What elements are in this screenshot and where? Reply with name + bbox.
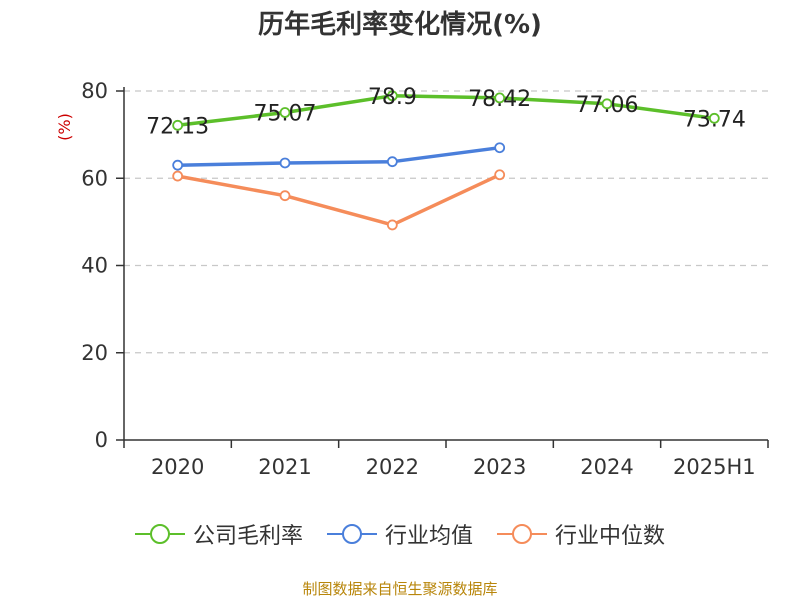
- legend-item[interactable]: 行业均值: [326, 518, 473, 550]
- data-point: [279, 190, 291, 202]
- data-label: 77.06: [576, 93, 639, 118]
- legend-label: 行业均值: [384, 524, 473, 549]
- series-line-2: [177, 173, 501, 227]
- data-point: [386, 156, 398, 168]
- data-point: [386, 90, 398, 102]
- legend-marker: [497, 524, 547, 544]
- data-point: [172, 159, 184, 171]
- legend-label: 公司毛利率: [192, 524, 303, 549]
- legend: 公司毛利率 行业均值 行业中位数: [0, 518, 800, 550]
- data-label: 78.42: [468, 87, 531, 112]
- legend-item[interactable]: 公司毛利率: [134, 518, 303, 550]
- data-point: [494, 169, 506, 181]
- y-tick-label: 0: [95, 428, 108, 452]
- x-tick-label: 2025H1: [673, 455, 756, 479]
- data-point: [494, 92, 506, 104]
- legend-item[interactable]: 行业中位数: [497, 518, 665, 550]
- x-tick-label: 2023: [473, 455, 526, 479]
- x-tick-label: 2020: [151, 455, 204, 479]
- data-point: [601, 98, 613, 110]
- y-tick-label: 40: [81, 254, 108, 278]
- series-line-1: [177, 145, 500, 167]
- data-label: 73.74: [683, 107, 746, 132]
- data-point: [279, 107, 291, 118]
- y-axis-label: (%): [55, 113, 74, 141]
- legend-label: 行业中位数: [555, 524, 666, 549]
- data-point: [172, 170, 184, 182]
- data-point: [172, 119, 184, 131]
- y-tick-label: 80: [81, 79, 108, 103]
- x-tick-label: 2021: [258, 455, 311, 479]
- data-point: [494, 142, 506, 154]
- legend-marker: [134, 524, 185, 544]
- y-tick-label: 20: [81, 341, 108, 365]
- data-label: 75.07: [254, 102, 317, 127]
- x-tick-label: 2022: [366, 455, 419, 479]
- series-line-0: [177, 94, 715, 128]
- data-point: [386, 219, 398, 231]
- legend-marker: [326, 524, 377, 544]
- y-tick-label: 60: [81, 166, 108, 190]
- source-note: 制图数据来自恒生聚源数据库: [302, 580, 498, 598]
- data-label: 78.9: [368, 85, 417, 110]
- data-point: [708, 112, 720, 124]
- data-point: [279, 157, 291, 169]
- chart-title: 历年毛利率变化情况(%): [258, 10, 542, 40]
- x-tick-label: 2024: [580, 455, 633, 479]
- data-label: 72.13: [146, 114, 209, 139]
